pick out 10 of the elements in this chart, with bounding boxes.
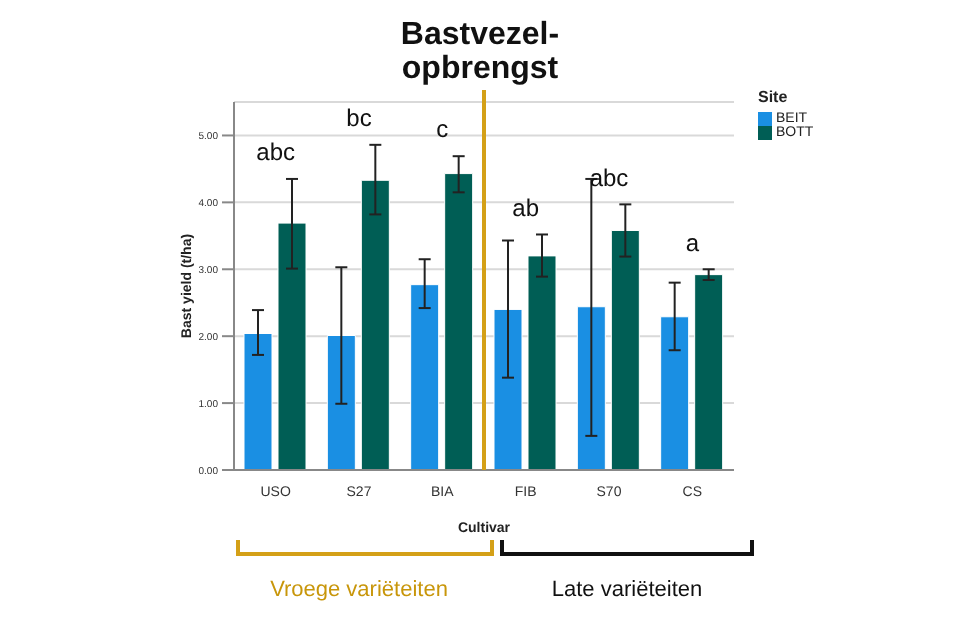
annotation: a bbox=[685, 228, 700, 257]
chart-title: Bastvezel- opbrengst bbox=[400, 18, 560, 86]
annotation: bc bbox=[346, 104, 372, 133]
text: Vroege variëteiten bbox=[270, 578, 448, 602]
annotation: ab bbox=[512, 193, 540, 222]
annotation: c bbox=[436, 115, 449, 144]
legend-title: Site bbox=[758, 88, 790, 106]
annotation: abc bbox=[589, 163, 629, 192]
annotation: abc bbox=[256, 138, 296, 167]
text: Late variëteiten bbox=[551, 578, 703, 602]
